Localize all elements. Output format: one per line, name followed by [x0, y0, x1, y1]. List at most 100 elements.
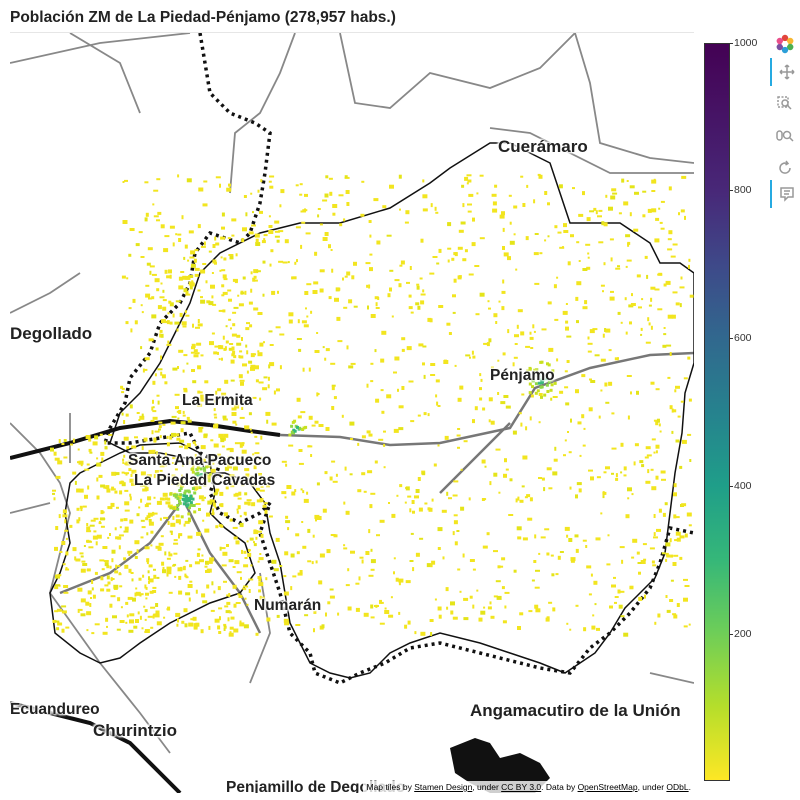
population-cell — [391, 513, 396, 518]
population-cell — [314, 251, 318, 256]
population-cell — [253, 541, 255, 544]
population-cell — [240, 381, 244, 386]
population-cell — [241, 449, 247, 454]
odbl-link[interactable]: ODbL — [666, 782, 689, 792]
population-cell — [219, 616, 221, 621]
population-cell — [540, 395, 543, 399]
population-cell — [459, 385, 464, 390]
population-cell — [209, 454, 214, 458]
population-cell — [191, 504, 195, 507]
population-cell — [566, 335, 572, 338]
population-cell — [196, 466, 200, 470]
population-cell — [678, 212, 680, 216]
population-cell — [101, 457, 104, 462]
population-cell — [189, 285, 193, 290]
population-cell — [344, 466, 347, 471]
population-cell — [221, 564, 227, 567]
population-cell — [162, 569, 166, 574]
population-cell — [191, 280, 194, 283]
wheel-zoom-icon[interactable] — [770, 122, 800, 150]
population-cell — [281, 491, 287, 495]
population-cell — [120, 480, 124, 483]
population-cell — [267, 376, 270, 381]
population-cell — [322, 508, 327, 513]
population-cell — [457, 246, 463, 250]
pan-icon[interactable] — [770, 58, 800, 86]
population-cell — [540, 536, 546, 539]
population-cell — [539, 385, 543, 389]
population-cell — [239, 515, 242, 518]
box-zoom-icon[interactable] — [770, 90, 800, 118]
hover-icon[interactable] — [770, 180, 800, 208]
population-cell — [554, 225, 558, 229]
population-cell — [229, 626, 234, 630]
bokeh-logo-icon[interactable] — [770, 30, 800, 58]
population-cell — [243, 585, 249, 588]
population-cell — [507, 256, 511, 261]
population-cell — [331, 406, 335, 410]
population-cell — [211, 272, 214, 274]
population-cell — [178, 349, 184, 353]
population-cell — [493, 550, 498, 553]
population-cell — [162, 423, 166, 426]
population-cell — [184, 573, 187, 576]
population-cell — [414, 631, 417, 635]
ccby-link[interactable]: CC BY 3.0 — [501, 782, 542, 792]
population-cell — [435, 211, 439, 214]
population-cell — [408, 306, 413, 310]
population-cell — [191, 369, 195, 372]
population-cell — [306, 491, 309, 495]
population-cell — [237, 497, 242, 500]
population-cell — [637, 562, 642, 564]
population-cell — [670, 579, 674, 582]
population-cell — [160, 371, 163, 376]
population-cell — [147, 496, 152, 501]
population-cell — [658, 207, 661, 210]
population-cell — [132, 298, 136, 303]
population-cell — [301, 320, 307, 324]
population-cell — [158, 542, 164, 546]
population-cell — [314, 420, 319, 424]
population-cell — [399, 264, 403, 267]
population-cell — [182, 414, 186, 417]
population-cell — [499, 565, 504, 568]
population-cell — [610, 257, 613, 262]
population-cell — [80, 555, 84, 558]
population-cell — [566, 534, 569, 538]
map-canvas[interactable]: Cuerámaro Degollado Pénjamo La Ermita Sa… — [10, 32, 694, 793]
population-cell — [221, 284, 225, 288]
population-cell — [245, 344, 248, 348]
population-cell — [227, 455, 233, 460]
population-cell — [229, 518, 233, 522]
population-cell — [288, 319, 293, 324]
population-cell — [292, 575, 297, 578]
reset-icon[interactable] — [770, 154, 800, 182]
population-cell — [188, 506, 191, 510]
population-cell — [582, 444, 586, 447]
population-cell — [221, 226, 225, 230]
population-cell — [181, 474, 183, 478]
osm-link[interactable]: OpenStreetMap — [577, 782, 638, 792]
population-cell — [630, 303, 636, 306]
colorbar-tick-label: 600 — [734, 332, 752, 344]
population-cell — [348, 365, 354, 369]
population-cell — [106, 488, 111, 493]
population-cell — [462, 258, 467, 262]
population-cell — [389, 287, 392, 292]
population-cell — [415, 552, 420, 557]
population-cell — [86, 526, 91, 531]
population-cell — [232, 350, 236, 355]
population-cell — [640, 333, 643, 336]
stamen-link[interactable]: Stamen Design — [414, 782, 473, 792]
population-cell — [223, 625, 227, 629]
population-cell — [576, 482, 582, 486]
population-cell — [579, 454, 582, 457]
population-cell — [283, 575, 287, 578]
population-cell — [178, 489, 182, 492]
population-cell — [174, 495, 178, 499]
population-cell — [655, 217, 660, 221]
population-cell — [632, 538, 638, 543]
attribution-text: . — [688, 782, 691, 792]
population-cell — [140, 593, 144, 596]
population-cell — [679, 535, 685, 539]
